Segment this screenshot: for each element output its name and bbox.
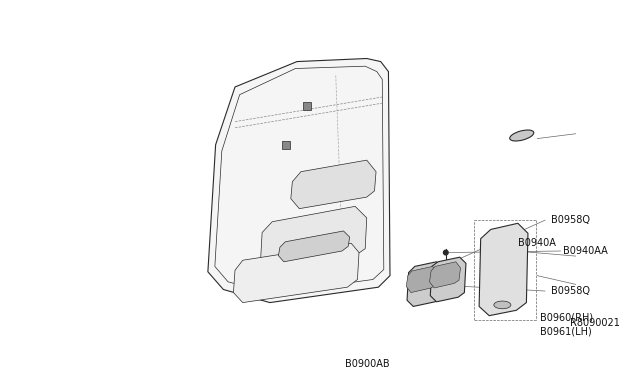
Ellipse shape xyxy=(494,301,511,309)
Polygon shape xyxy=(205,371,246,372)
Text: B0940A: B0940A xyxy=(518,238,556,248)
Bar xyxy=(282,349,417,372)
Bar xyxy=(303,102,311,110)
Polygon shape xyxy=(406,266,437,293)
Text: B0961(LH): B0961(LH) xyxy=(540,327,592,337)
Bar xyxy=(282,141,290,148)
Text: B0958Q: B0958Q xyxy=(551,286,590,296)
Ellipse shape xyxy=(509,130,534,141)
Polygon shape xyxy=(429,262,461,288)
Polygon shape xyxy=(291,160,376,209)
Polygon shape xyxy=(407,262,443,307)
Polygon shape xyxy=(208,58,390,302)
Text: B0960(RH): B0960(RH) xyxy=(540,313,593,323)
Circle shape xyxy=(444,250,448,255)
Polygon shape xyxy=(430,257,466,302)
Text: R8090021: R8090021 xyxy=(570,318,620,328)
Text: B0940AA: B0940AA xyxy=(563,246,607,256)
Polygon shape xyxy=(479,223,528,316)
Polygon shape xyxy=(234,243,359,302)
Circle shape xyxy=(508,240,514,246)
Text: B0958Q: B0958Q xyxy=(551,215,590,225)
Text: B0900AB: B0900AB xyxy=(345,359,390,369)
Polygon shape xyxy=(260,206,367,271)
Polygon shape xyxy=(278,231,349,262)
